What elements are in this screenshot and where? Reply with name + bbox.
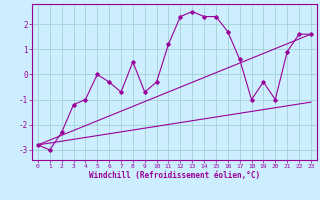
X-axis label: Windchill (Refroidissement éolien,°C): Windchill (Refroidissement éolien,°C) <box>89 171 260 180</box>
